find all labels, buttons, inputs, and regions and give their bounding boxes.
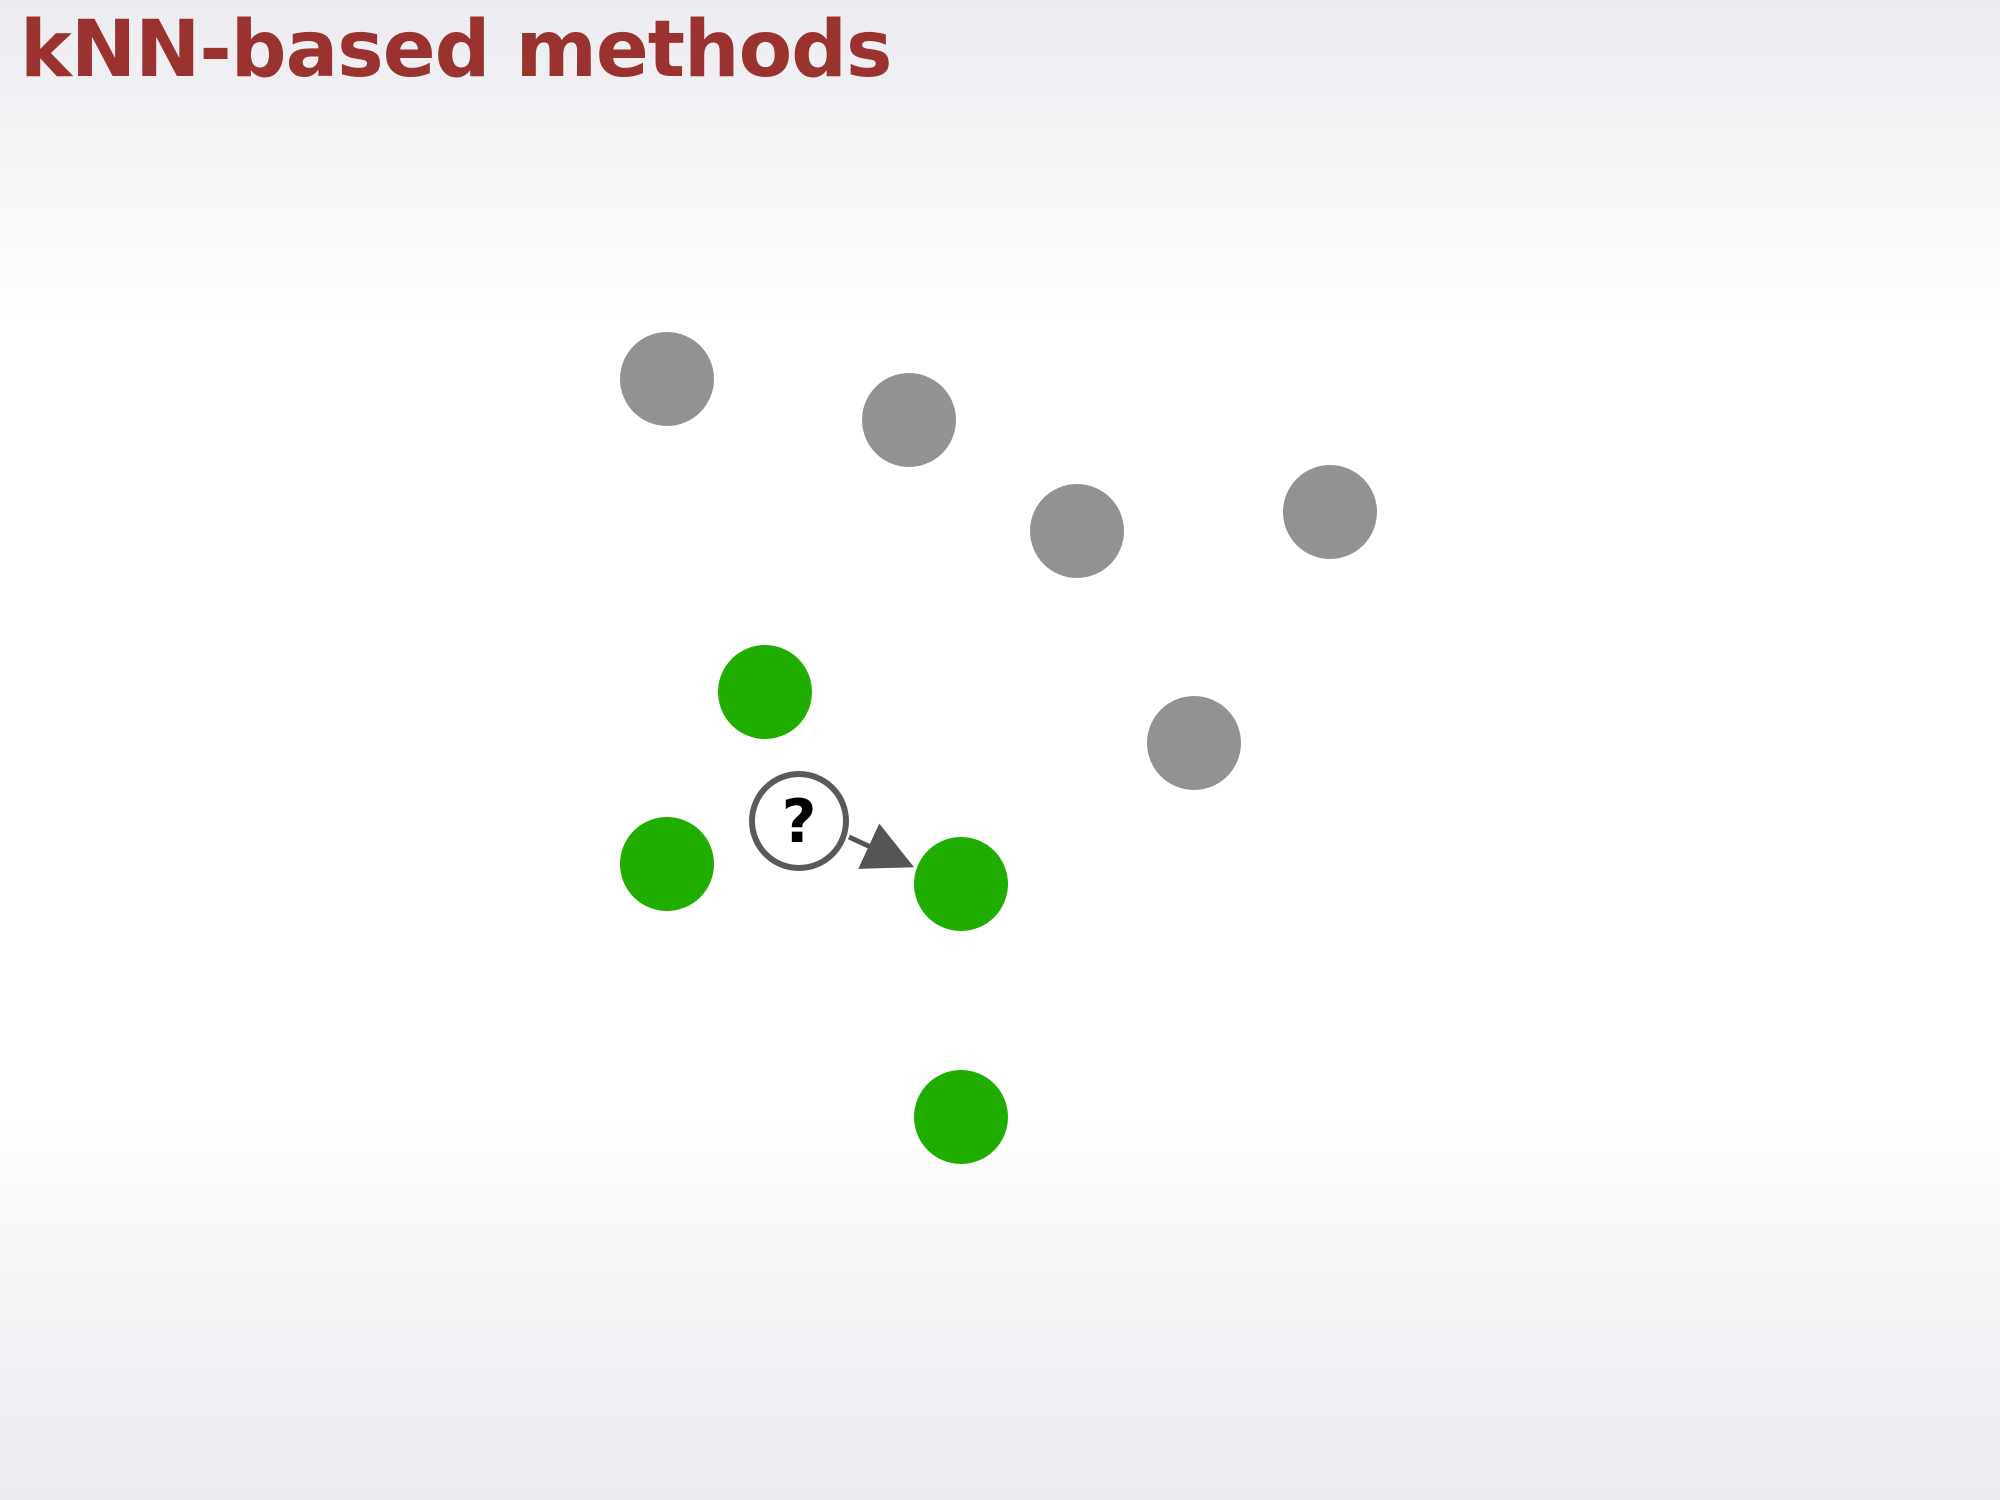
green-point bbox=[914, 1070, 1008, 1164]
slide-title: kNN-based methods bbox=[20, 5, 892, 95]
gray-point bbox=[620, 332, 714, 426]
query-label: ? bbox=[782, 787, 817, 857]
gray-point bbox=[1147, 696, 1241, 790]
green-point bbox=[718, 645, 812, 739]
gray-point bbox=[1030, 484, 1124, 578]
gray-point bbox=[862, 373, 956, 467]
gray-point bbox=[1283, 465, 1377, 559]
green-point bbox=[914, 837, 1008, 931]
query-point: ? bbox=[749, 771, 849, 871]
green-point bbox=[620, 817, 714, 911]
nearest-neighbor-arrow bbox=[847, 823, 915, 869]
